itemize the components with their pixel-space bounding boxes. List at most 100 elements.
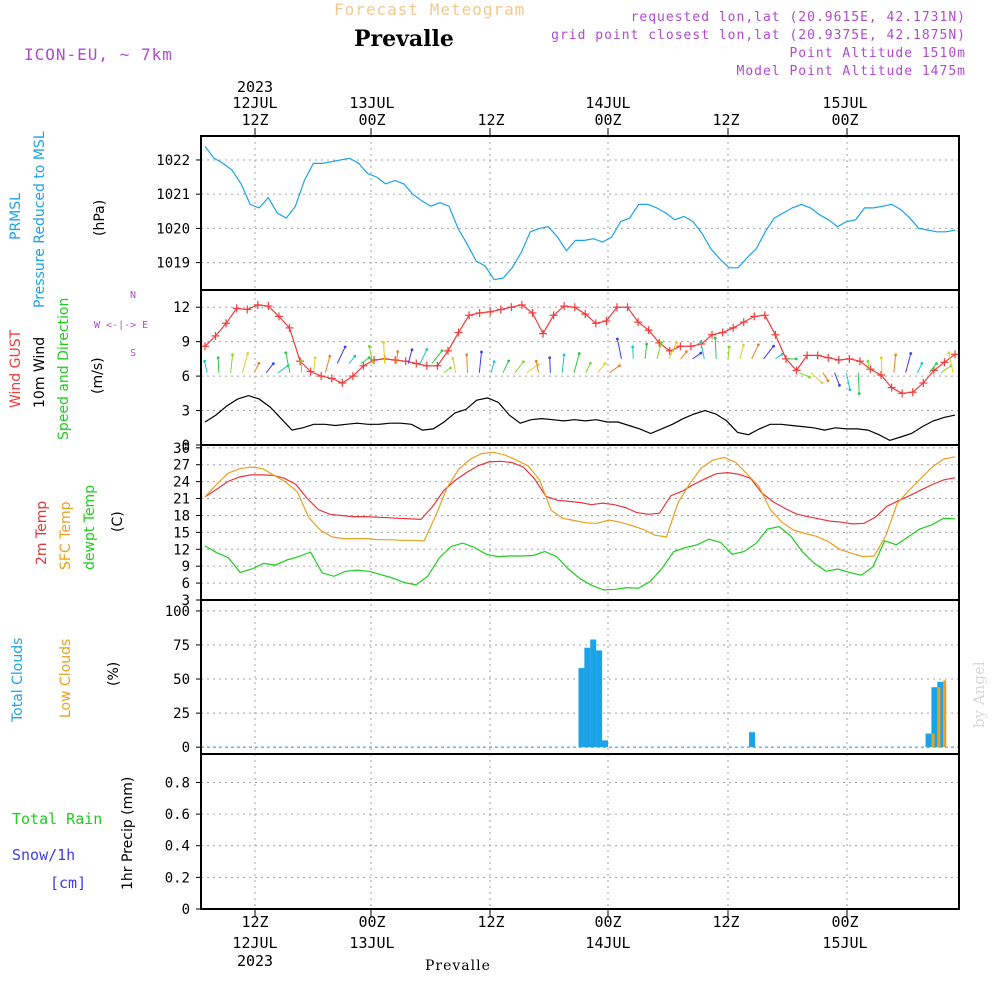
chart-title: Prevalle <box>354 26 454 52</box>
y-tick-label: 50 <box>173 672 190 688</box>
wind-arrow-head <box>353 354 357 358</box>
wind-arrow-head <box>440 349 444 353</box>
wind-arrow-head <box>588 361 592 365</box>
wind-direction-arrow <box>407 349 413 364</box>
y-tick-label: 3 <box>182 593 190 609</box>
wind-direction-arrow <box>204 361 208 373</box>
wind-arrow-head <box>659 341 663 344</box>
bottom-site-label: Prevalle <box>425 958 491 974</box>
wind-arrow-head <box>577 352 581 355</box>
wind-arrow-head <box>713 336 717 340</box>
wind-arrow-head <box>562 353 566 357</box>
wind-direction-arrow <box>810 372 823 384</box>
bottom-hour-label: 12Z <box>241 913 269 931</box>
wind-direction-arrow <box>490 361 495 373</box>
grid-lines: 1019102010211022036912369121518212427300… <box>156 128 959 918</box>
wind-direction-arrow <box>609 365 620 374</box>
top-day-label: 13JUL <box>349 94 395 112</box>
wind-arrow-head <box>920 361 924 365</box>
total-clouds-bar <box>578 668 585 748</box>
wind-direction-arrow <box>277 365 289 374</box>
bottom-day-label: 15JUL <box>822 934 868 952</box>
wind-arrow-head <box>879 356 883 360</box>
wind-direction-arrow <box>324 356 331 373</box>
wind-direction-arrow <box>928 363 937 373</box>
y-tick-label: 12 <box>173 300 190 316</box>
y-tick-label: 9 <box>182 335 190 351</box>
wind-arrow-head <box>631 345 635 349</box>
snow-label: Snow/1h <box>12 846 76 864</box>
wind-direction-arrow <box>727 347 730 359</box>
wind-direction-arrow <box>265 363 274 373</box>
total-clouds-bar <box>590 639 597 748</box>
compass-we: W <-|-> E <box>94 320 149 331</box>
y-tick-label: 0.4 <box>165 839 190 855</box>
wind-arrow-head <box>857 392 861 396</box>
wind-direction-arrow <box>616 338 622 359</box>
wind-panel <box>201 300 959 442</box>
wind-arrow-head <box>271 362 275 365</box>
wind-direction-arrow <box>419 349 428 364</box>
wind-direction-arrow <box>857 372 860 394</box>
wind-direction-arrow <box>739 345 745 360</box>
wind-arrow-head <box>328 354 332 358</box>
wind-arrow-head <box>313 356 317 360</box>
wind-arrow-head <box>231 353 234 357</box>
wind-arrow-head <box>727 345 731 349</box>
panel-frame <box>200 753 960 910</box>
wind-arrow-head <box>382 341 386 344</box>
bottom-hour-label: 00Z <box>594 913 622 931</box>
wind-arrow-head <box>367 345 371 348</box>
top-hour-label: 12Z <box>477 111 505 129</box>
bottom-day-label: 13JUL <box>349 934 395 952</box>
wind-direction-arrow <box>822 372 829 382</box>
wind-direction-arrow <box>242 353 249 373</box>
y-tick-label: 15 <box>173 525 190 541</box>
wind-direction-arrow <box>466 354 469 373</box>
y-tick-label: 6 <box>182 576 190 592</box>
chart-subtitle: Forecast Meteogram <box>334 0 526 19</box>
wind-direction-arrow <box>880 357 883 373</box>
info-grid-point: grid point closest lon,lat (20.9375E, 42… <box>551 28 966 43</box>
low-clouds-bar <box>937 687 941 748</box>
wind-arrow-head <box>699 340 703 344</box>
total-clouds-bar <box>584 647 591 748</box>
wind-arrow-head <box>838 383 841 387</box>
wind-direction-arrow <box>867 361 871 373</box>
wind-arrow-head <box>284 351 288 355</box>
wind-direction-arrow <box>561 354 565 373</box>
wind-direction-arrow <box>751 344 759 360</box>
wind-direction-arrow <box>431 350 443 364</box>
total-clouds-bar <box>749 732 756 748</box>
wind-arrow-head <box>947 351 951 355</box>
wind-direction-arrow <box>656 342 662 360</box>
wind-arrow-head <box>794 357 798 361</box>
wind-direction-arrow <box>834 372 840 386</box>
low-clouds-bar <box>943 680 947 748</box>
top-day-label: 15JUL <box>822 94 868 112</box>
y-tick-label: 100 <box>165 604 190 620</box>
wind-direction-arrow <box>632 346 634 359</box>
wind-arrow-head <box>699 351 703 355</box>
wind-arrow-head <box>534 359 538 363</box>
y-tick-label: 3 <box>182 404 190 420</box>
wind-arrow-head <box>894 353 898 357</box>
wind-arrow-head <box>826 379 830 383</box>
panel-frames <box>200 135 960 910</box>
wind-arrow-head <box>780 352 784 356</box>
wind-arrow-head <box>548 356 552 360</box>
top-hour-label: 00Z <box>831 111 859 129</box>
wind-arrow-head <box>772 344 775 348</box>
wind-direction-arrow <box>549 357 551 373</box>
wind-direction-arrow <box>478 351 482 373</box>
y-tick-label: 0.2 <box>165 870 190 886</box>
wind-direction-arrow <box>845 372 851 390</box>
wind-arrow-head <box>645 342 649 346</box>
wind-direction-arrow <box>917 363 923 373</box>
wind-arrow-head <box>820 381 824 385</box>
wind-arrow-head <box>742 343 745 347</box>
wind-arrow-head <box>465 353 469 357</box>
bottom-hour-label: 00Z <box>358 913 386 931</box>
total-clouds-bar <box>596 650 603 748</box>
wind-direction-arrow <box>535 361 540 373</box>
